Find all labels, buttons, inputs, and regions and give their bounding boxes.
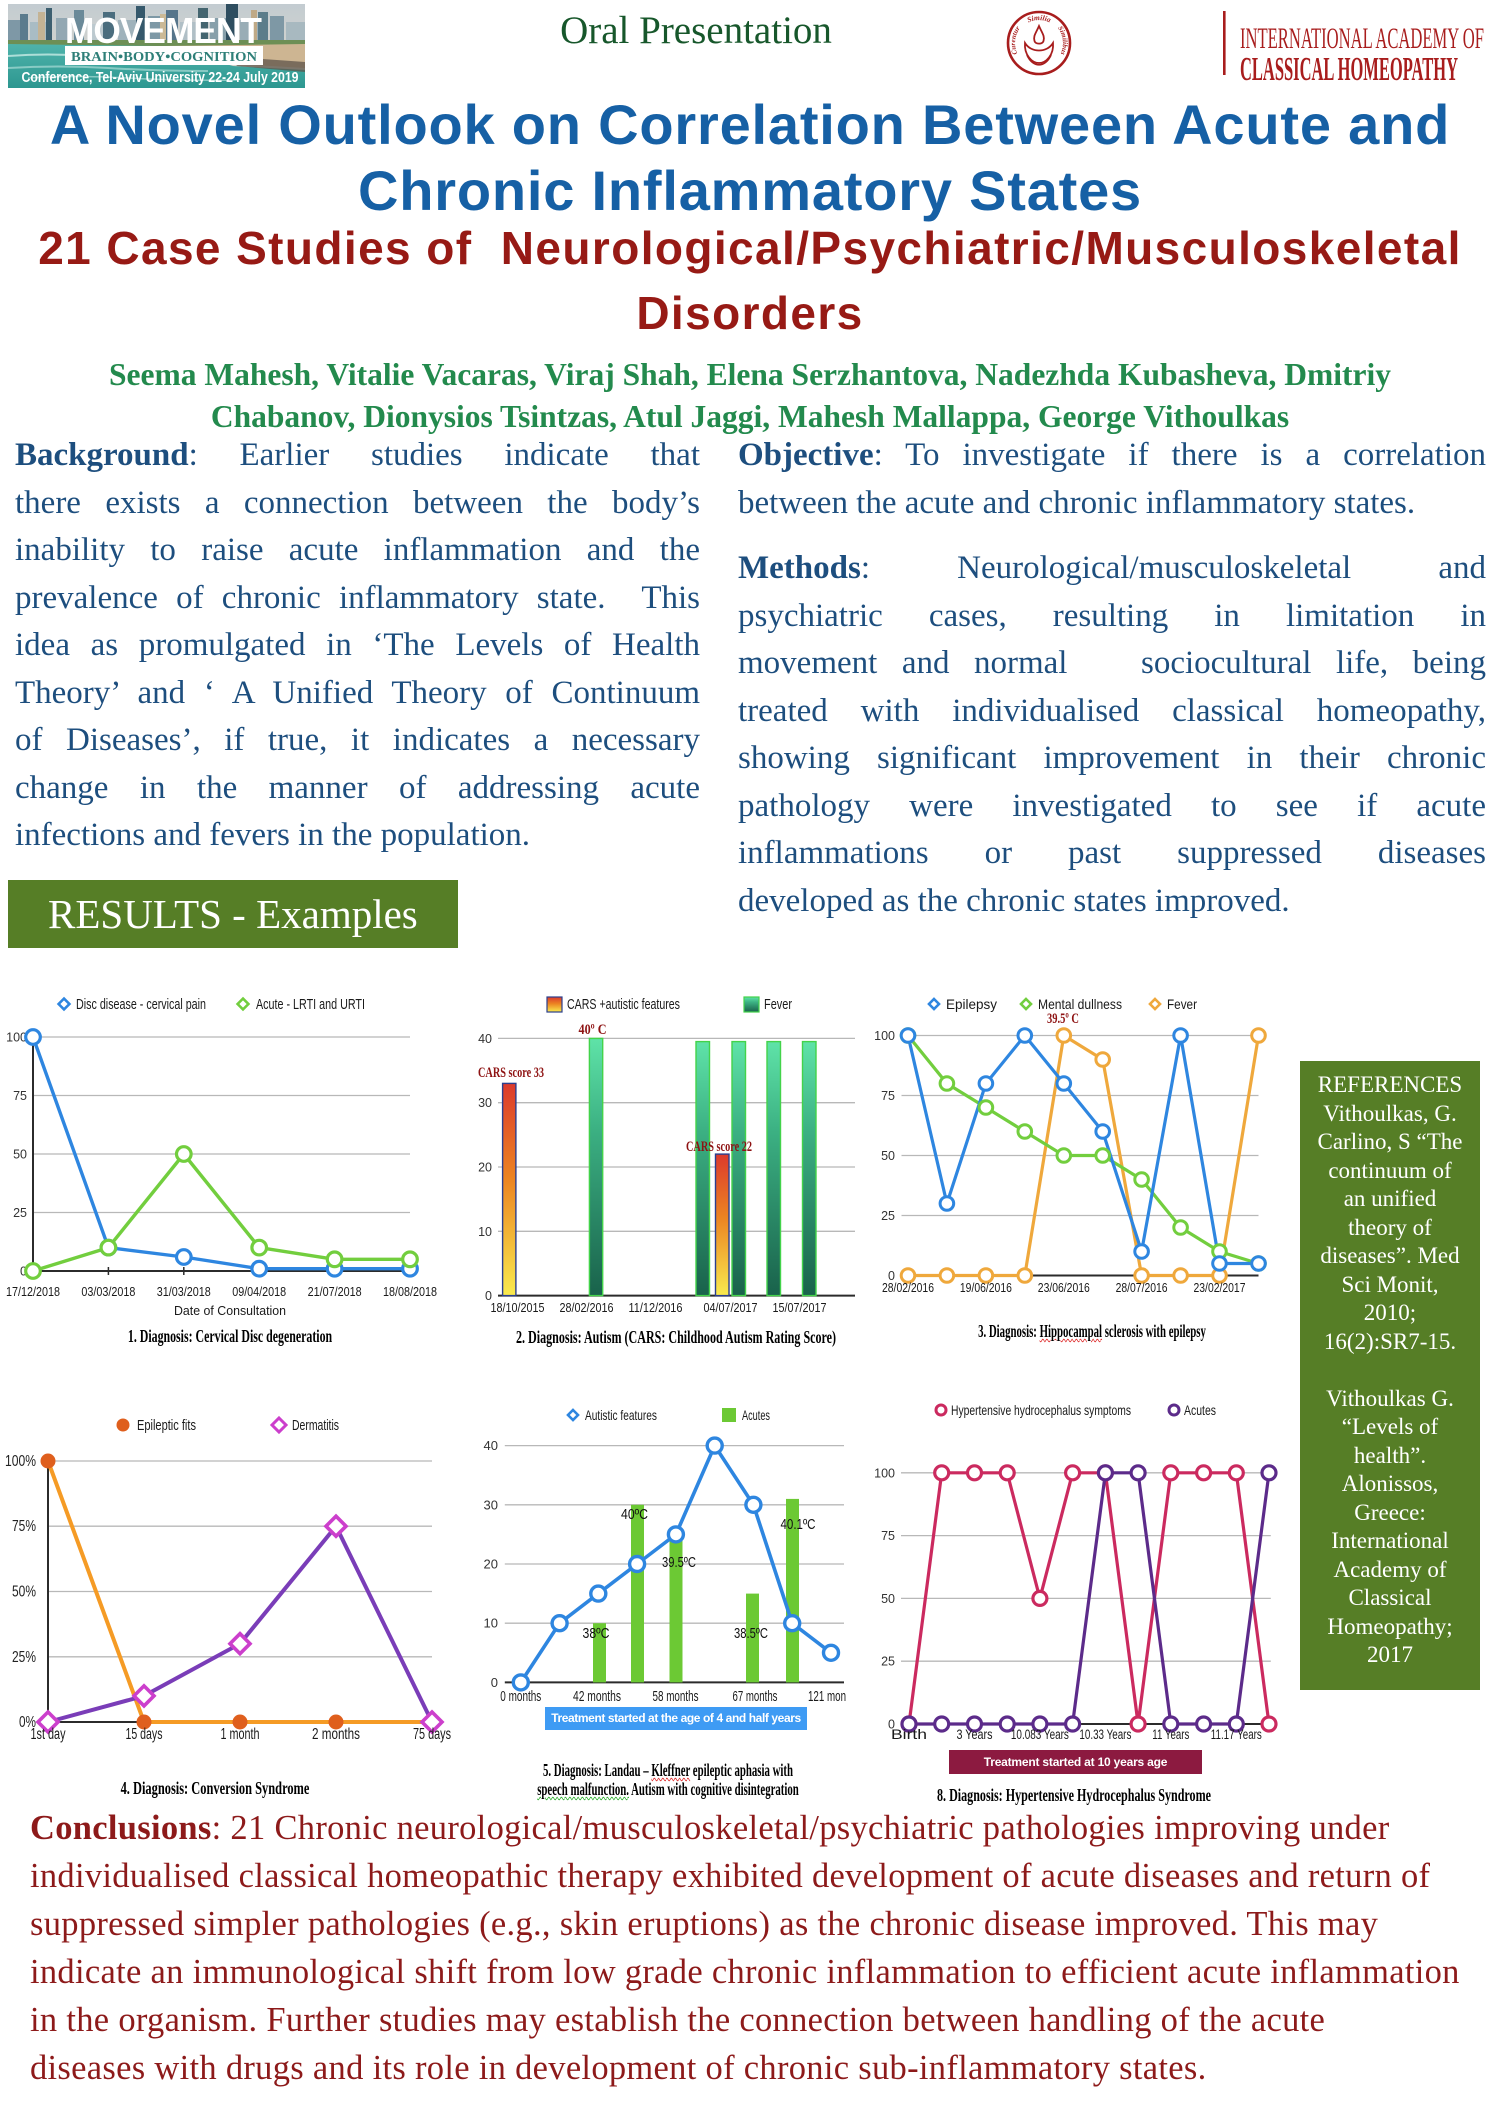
svg-text:Similia: Similia (1026, 13, 1053, 25)
svg-text:31/03/2018: 31/03/2018 (157, 1284, 211, 1299)
svg-text:Conference, Tel-Aviv Universit: Conference, Tel-Aviv University 22-24 Ju… (22, 70, 299, 86)
svg-text:39.5ºC: 39.5ºC (662, 1555, 696, 1571)
svg-text:Dermatitis: Dermatitis (292, 1418, 339, 1434)
svg-text:2 months: 2 months (312, 1726, 360, 1743)
svg-text:21/07/2018: 21/07/2018 (308, 1284, 362, 1299)
svg-text:40.1ºC: 40.1ºC (781, 1517, 816, 1533)
svg-text:75%: 75% (12, 1518, 36, 1535)
svg-text:BRAIN•BODY•COGNITION: BRAIN•BODY•COGNITION (71, 50, 257, 65)
svg-text:50: 50 (13, 1148, 27, 1162)
svg-text:Acutes: Acutes (1184, 1402, 1216, 1418)
svg-text:Epilepsy: Epilepsy (946, 996, 997, 1012)
svg-text:75: 75 (13, 1089, 27, 1103)
svg-text:25: 25 (13, 1206, 27, 1220)
svg-text:04/07/2017: 04/07/2017 (704, 1300, 758, 1315)
svg-text:09/04/2018: 09/04/2018 (232, 1284, 286, 1299)
svg-text:25: 25 (881, 1655, 895, 1669)
svg-text:CARS score 33: CARS score 33 (478, 1065, 544, 1081)
svg-text:100: 100 (874, 1466, 895, 1480)
svg-text:30: 30 (484, 1497, 498, 1512)
svg-text:0%: 0% (19, 1714, 36, 1731)
svg-text:Autistic features: Autistic features (585, 1407, 657, 1423)
svg-text:30: 30 (478, 1096, 492, 1110)
svg-text:Acutes: Acutes (742, 1407, 770, 1423)
svg-text:40ºC: 40ºC (621, 1507, 648, 1523)
svg-text:75: 75 (881, 1089, 895, 1103)
svg-text:40: 40 (478, 1032, 492, 1046)
svg-text:Date of Consultation: Date of Consultation (174, 1303, 286, 1318)
svg-text:75: 75 (881, 1529, 895, 1543)
svg-text:CLASSICAL HOMEOPATHY: CLASSICAL HOMEOPATHY (1240, 51, 1458, 84)
svg-text:10.33 Years: 10.33 Years (1079, 1727, 1131, 1742)
svg-text:100: 100 (6, 1031, 27, 1045)
svg-text:23/06/2016: 23/06/2016 (1038, 1280, 1090, 1295)
svg-text:75 days: 75 days (413, 1726, 451, 1743)
svg-text:Birth: Birth (891, 1727, 927, 1742)
svg-text:10.083 Years: 10.083 Years (1011, 1727, 1069, 1742)
svg-text:18/08/2018: 18/08/2018 (383, 1284, 437, 1299)
svg-text:0: 0 (888, 1269, 895, 1283)
svg-text:42 months: 42 months (573, 1689, 621, 1705)
svg-text:Hypertensive hydrocephalus sym: Hypertensive hydrocephalus symptoms (951, 1402, 1131, 1418)
svg-text:19/06/2016: 19/06/2016 (960, 1280, 1012, 1295)
svg-text:03/03/2018: 03/03/2018 (81, 1284, 135, 1299)
svg-text:Disc disease - cervical pain: Disc disease - cervical pain (76, 997, 206, 1013)
svg-text:38ºC: 38ºC (583, 1626, 610, 1642)
svg-text:40: 40 (484, 1438, 498, 1453)
svg-text:58 months: 58 months (653, 1689, 699, 1705)
svg-text:11.17 Years: 11.17 Years (1211, 1727, 1262, 1742)
svg-text:38.5ºC: 38.5ºC (734, 1626, 768, 1642)
svg-text:17/12/2018: 17/12/2018 (6, 1284, 60, 1299)
svg-text:18/10/2015: 18/10/2015 (491, 1300, 545, 1315)
svg-text:CARS score 22: CARS score 22 (686, 1139, 752, 1155)
svg-text:Mental dullness: Mental dullness (1038, 996, 1122, 1012)
svg-text:50: 50 (881, 1592, 895, 1606)
svg-text:121 mon: 121 mon (808, 1689, 846, 1705)
svg-text:Fever: Fever (764, 997, 792, 1013)
svg-text:15 days: 15 days (126, 1726, 163, 1743)
svg-text:50: 50 (881, 1149, 895, 1163)
svg-text:INTERNATIONAL ACADEMY OF: INTERNATIONAL ACADEMY OF (1240, 22, 1484, 55)
svg-text:25: 25 (881, 1209, 895, 1223)
svg-text:MOVEMENT: MOVEMENT (65, 10, 262, 51)
svg-text:10: 10 (478, 1225, 492, 1239)
svg-text:Fever: Fever (1167, 996, 1197, 1012)
svg-text:100%: 100% (5, 1453, 36, 1470)
svg-text:28/02/2016: 28/02/2016 (560, 1300, 614, 1315)
svg-text:67 months: 67 months (733, 1689, 778, 1705)
svg-text:0: 0 (491, 1675, 498, 1690)
svg-text:23/02/2017: 23/02/2017 (1194, 1280, 1246, 1295)
svg-text:0: 0 (485, 1289, 492, 1303)
svg-text:1st day: 1st day (31, 1726, 66, 1743)
svg-text:0: 0 (20, 1265, 27, 1279)
svg-text:0 months: 0 months (500, 1689, 541, 1705)
svg-text:10: 10 (484, 1616, 498, 1631)
svg-text:11/12/2016: 11/12/2016 (629, 1300, 683, 1315)
svg-text:11 Years: 11 Years (1152, 1727, 1189, 1742)
svg-text:20: 20 (484, 1557, 498, 1572)
svg-text:0: 0 (888, 1718, 895, 1732)
svg-text:Acute - LRTI and URTI: Acute - LRTI and URTI (256, 997, 365, 1013)
svg-text:28/07/2016: 28/07/2016 (1116, 1280, 1168, 1295)
svg-text:Epileptic fits: Epileptic fits (137, 1418, 196, 1434)
svg-text:50%: 50% (12, 1584, 36, 1601)
svg-text:3 Years: 3 Years (957, 1727, 993, 1742)
svg-text:28/02/2016: 28/02/2016 (882, 1280, 934, 1295)
svg-text:40º C: 40º C (579, 1022, 607, 1038)
svg-text:CARS +autistic features: CARS +autistic features (567, 997, 680, 1013)
svg-text:100: 100 (874, 1029, 895, 1043)
svg-text:15/07/2017: 15/07/2017 (773, 1300, 827, 1315)
svg-text:25%: 25% (12, 1649, 36, 1666)
svg-text:39.5º C: 39.5º C (1047, 1011, 1079, 1027)
svg-text:20: 20 (478, 1161, 492, 1175)
svg-text:1 month: 1 month (221, 1726, 260, 1743)
